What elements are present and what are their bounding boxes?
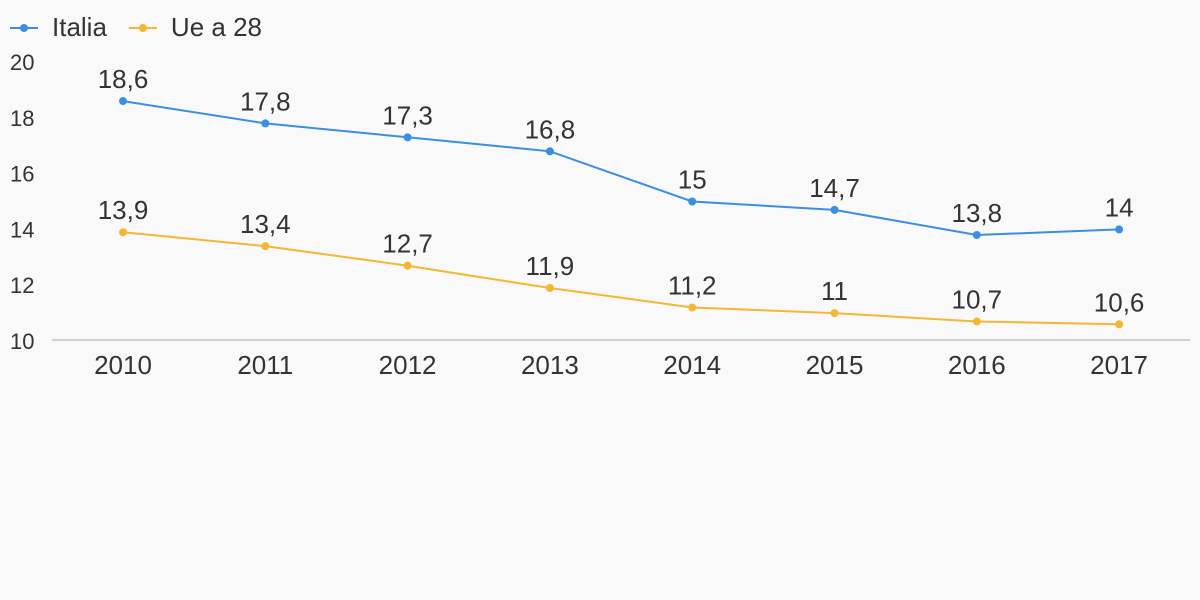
- data-label: 13,8: [951, 198, 1002, 228]
- data-point: [545, 283, 554, 292]
- data-point: [403, 133, 412, 142]
- x-tick-label: 2013: [521, 350, 579, 380]
- x-tick-label: 2010: [94, 350, 152, 380]
- data-point: [1115, 320, 1124, 329]
- y-axis: 10 12 14 16 18 20: [10, 50, 34, 354]
- data-label: 11,2: [668, 271, 717, 301]
- legend: Italia Ue a 28: [10, 12, 262, 42]
- x-tick-label: 2012: [379, 350, 437, 380]
- y-tick-label: 20: [10, 50, 34, 75]
- y-tick-label: 12: [10, 273, 34, 298]
- data-label: 18,6: [98, 64, 149, 94]
- series-line: [122, 231, 1120, 326]
- y-tick-label: 16: [10, 162, 34, 187]
- data-label: 17,8: [240, 86, 291, 116]
- data-point: [972, 230, 981, 239]
- data-label: 11,9: [526, 251, 575, 281]
- data-label: 12,7: [382, 229, 433, 259]
- data-point: [261, 242, 270, 251]
- data-label: 17,3: [382, 100, 433, 130]
- data-label: 13,4: [240, 209, 291, 239]
- y-tick-label: 10: [10, 329, 34, 354]
- x-tick-label: 2014: [663, 350, 721, 380]
- data-label: 14,7: [809, 173, 860, 203]
- data-point: [830, 309, 839, 318]
- data-point: [1115, 225, 1124, 234]
- legend-swatch-marker: [138, 24, 147, 32]
- legend-label: Italia: [52, 12, 107, 42]
- data-point: [688, 197, 697, 206]
- data-point: [972, 317, 981, 326]
- series-2: 13,9 13,4 12,7 11,9 11,2 11 10,7 10,6: [98, 195, 1145, 329]
- data-label: 16,8: [525, 114, 576, 144]
- x-tick-label: 2015: [806, 350, 864, 380]
- x-tick-label: 2016: [948, 350, 1006, 380]
- data-label: 11: [821, 276, 848, 306]
- series-1: 18,6 17,8 17,3 16,8 15 14,7 13,8 14: [98, 64, 1134, 239]
- data-point: [545, 147, 554, 156]
- data-label: 14: [1105, 192, 1134, 222]
- legend-swatch-marker: [20, 24, 28, 32]
- data-point: [119, 228, 127, 237]
- y-tick-label: 14: [10, 217, 34, 242]
- x-tick-label: 2011: [237, 350, 293, 380]
- data-label: 10,7: [951, 284, 1002, 314]
- x-tick-label: 2017: [1090, 350, 1148, 380]
- legend-item: Ue a 28: [128, 12, 262, 42]
- data-point: [688, 303, 697, 312]
- data-point: [119, 97, 127, 106]
- data-point: [830, 205, 839, 214]
- legend-label: Ue a 28: [171, 12, 262, 42]
- data-point: [261, 119, 270, 128]
- x-axis: 2010 2011 2012 2013 2014 2015 2016 2017: [94, 350, 1148, 380]
- data-label: 13,9: [98, 195, 149, 225]
- series-line: [122, 100, 1120, 237]
- data-point: [403, 261, 412, 270]
- data-label: 15: [678, 165, 707, 195]
- y-tick-label: 18: [10, 106, 34, 131]
- data-label: 10,6: [1094, 287, 1145, 317]
- series-layer: 18,6 17,8 17,3 16,8 15 14,7 13,8 14 13,9 13,4 12,7…: [98, 64, 1145, 329]
- legend-item: Italia: [10, 12, 107, 42]
